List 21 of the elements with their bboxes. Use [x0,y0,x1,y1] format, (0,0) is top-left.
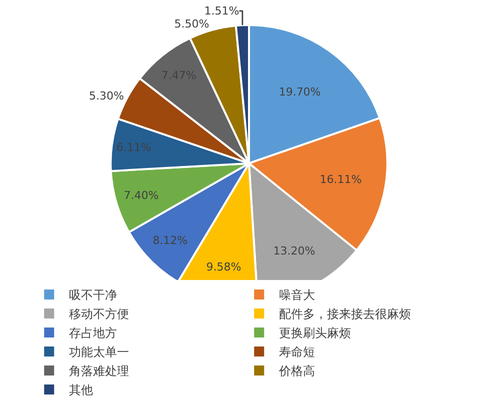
legend-label: 吸不干净 [69,288,118,302]
data-label: 19.70% [278,86,321,99]
data-label: 8.12% [152,234,188,248]
legend-label: 配件多，接来接去很麻烦 [279,307,412,322]
data-label: 13.20% [273,244,316,258]
data-label: 5.50% [174,17,210,30]
legend-label: 存占地方 [69,326,118,340]
data-label: 16.11% [320,172,362,186]
legend-label: 角落难处理 [69,364,130,378]
data-label: 6.11% [116,141,152,154]
data-label: 9.58% [206,260,242,274]
legend-label: 移动不方便 [69,307,130,322]
data-label: 7.40% [124,188,159,202]
legend-label: 寿命短 [279,345,316,360]
legend-label: 价格高 [278,364,316,378]
legend-label: 更换刷头麻烦 [279,326,352,340]
legend-label: 噪音大 [279,288,316,302]
data-label: 5.30% [89,90,124,103]
legend-label: 功能太单一 [69,345,130,360]
data-label: 1.51% [204,4,240,18]
legend-label: 其他 [69,383,94,398]
